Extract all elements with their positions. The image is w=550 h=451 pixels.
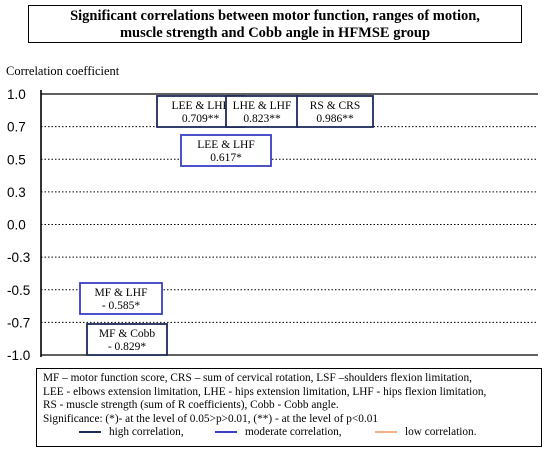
correlation-pair-4: MF & LHF (94, 287, 147, 299)
legend-key-high: high correlation, (79, 426, 184, 440)
legend-line-2: LEE - elbows extension limitation, LHE -… (43, 385, 487, 398)
correlation-pair-2: RS & CRS (310, 100, 361, 112)
legend-key-high-label: high correlation, (109, 426, 184, 438)
legend-key-moderate: moderate correlation, (215, 426, 342, 440)
legend-swatch-low (375, 431, 397, 434)
correlation-value-4: - 0.585* (102, 300, 141, 312)
legend-line-3: RS - muscle strength (sum of R coefficie… (43, 399, 339, 411)
legend-swatch-high (79, 431, 101, 434)
legend: MF – motor function score, CRS – sum of … (36, 368, 542, 447)
chart-title-line-2: muscle strength and Cobb angle in HFMSE … (119, 25, 431, 41)
correlation-box-frame-4 (79, 282, 163, 315)
y-tick-label-4: 0.0 (7, 218, 26, 233)
correlation-box-4: MF & LHF- 0.585* (79, 282, 163, 315)
y-tick-label-8: -1.0 (7, 348, 30, 363)
correlation-value-5: - 0.829* (108, 341, 147, 353)
correlation-pair-0: LEE & LHE (171, 100, 229, 112)
correlation-pair-5: MF & Cobb (99, 328, 155, 340)
legend-key-low-label: low correlation. (405, 426, 477, 438)
y-tick-label-5: -0.3 (7, 250, 30, 265)
y-tick-label-2: 0.5 (7, 152, 26, 167)
legend-key-moderate-label: moderate correlation, (245, 426, 342, 438)
correlation-box-frame-1 (225, 95, 299, 128)
correlation-pair-1: LHE & LHF (233, 100, 292, 112)
correlation-box-frame-3 (180, 134, 272, 167)
correlation-value-1: 0.823** (243, 113, 281, 125)
y-tick-label-3: 0.3 (7, 185, 26, 200)
correlation-value-0: 0.709** (182, 113, 220, 125)
legend-key-low: low correlation. (375, 426, 477, 440)
legend-key-row: high correlation, moderate correlation, … (43, 426, 535, 440)
correlation-box-frame-2 (296, 95, 374, 128)
y-tick-label-0: 1.0 (7, 87, 26, 102)
correlation-box-frame-5 (86, 323, 168, 356)
correlation-box-5: MF & Cobb- 0.829* (86, 323, 168, 356)
y-axis-label: Correlation coefficient (6, 64, 120, 78)
legend-line-1: MF – motor function score, CRS – sum of … (43, 372, 472, 384)
y-tick-label-6: -0.5 (7, 283, 30, 298)
correlation-pair-3: LEE & LHF (197, 139, 255, 151)
correlation-value-3: 0.617* (210, 152, 242, 164)
y-tick-label-7: -0.7 (7, 315, 30, 330)
legend-swatch-moderate (215, 431, 237, 434)
y-tick-label-1: 0.7 (7, 120, 26, 135)
chart-title-line-1: Significant correlations between motor f… (70, 8, 480, 24)
chart-title: Significant correlations between motor f… (28, 5, 522, 43)
correlation-value-2: 0.986** (316, 113, 354, 125)
legend-line-4: Significance: (*)- at the level of 0.05>… (43, 412, 379, 425)
